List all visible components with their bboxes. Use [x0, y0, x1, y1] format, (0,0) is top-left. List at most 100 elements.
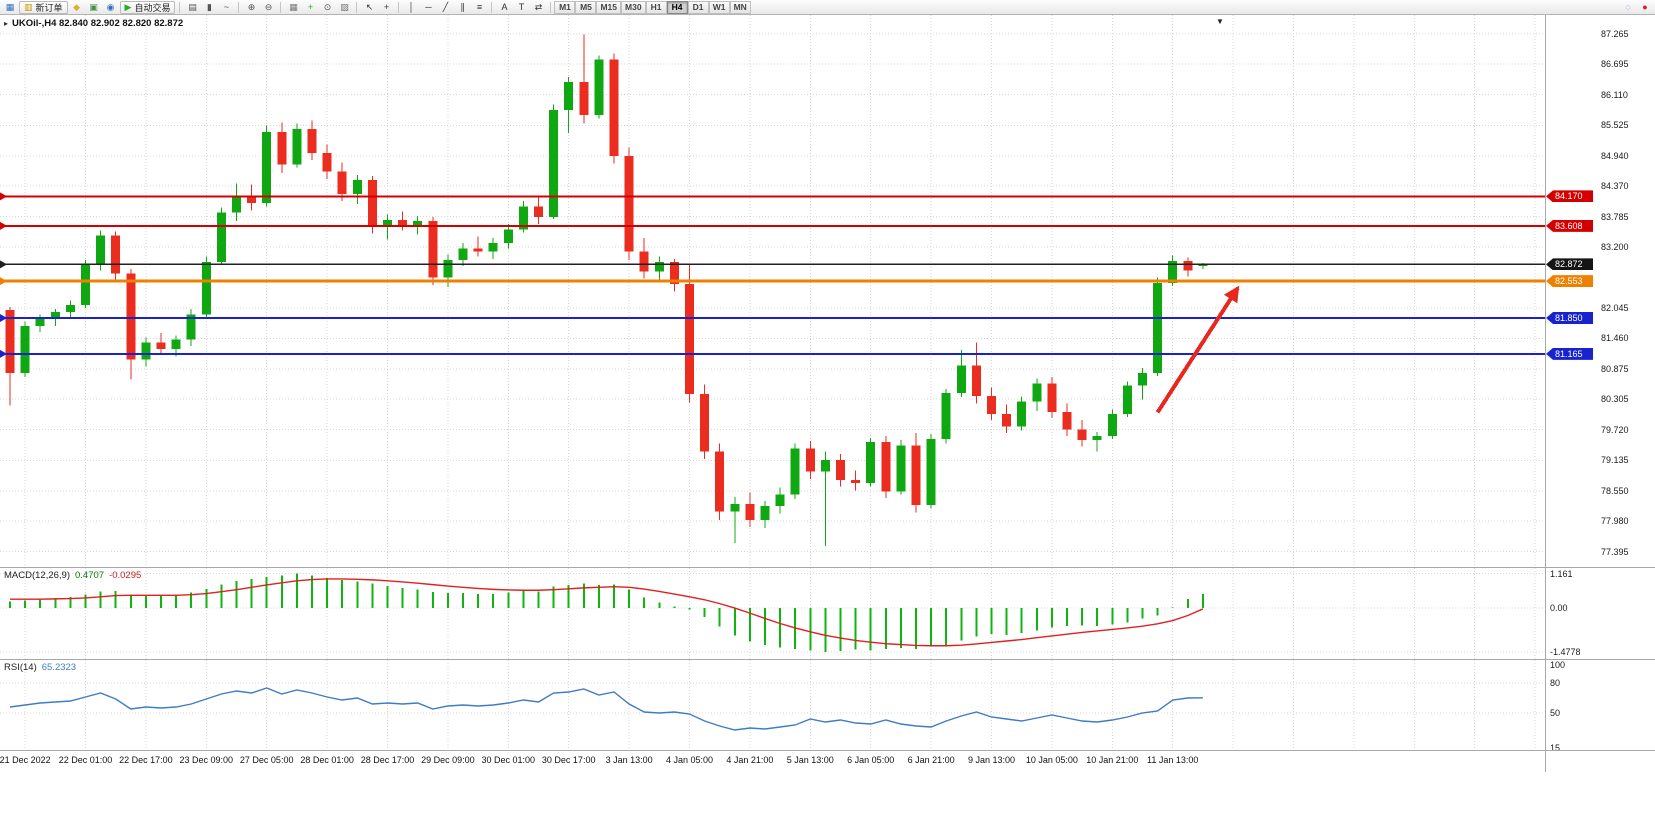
toolbar-separator: [398, 1, 400, 13]
channel-icon[interactable]: ∥: [460, 1, 465, 12]
candle: [171, 335, 181, 357]
zoom-out-icon[interactable]: ⊖: [264, 1, 273, 12]
candle: [700, 384, 710, 460]
price-badge-current-price: 82.872: [1546, 258, 1593, 271]
vertical-line-icon[interactable]: │: [408, 1, 415, 12]
timeframe-button-m5[interactable]: M5: [575, 0, 597, 14]
candle: [488, 237, 498, 259]
candle: [820, 451, 830, 547]
price-axis-label: 77.395: [1601, 546, 1629, 557]
price-axis-label: 79.720: [1601, 424, 1629, 435]
horizontal-line-pivot-orange[interactable]: [0, 277, 1545, 286]
candle: [866, 438, 876, 487]
bar-chart-icon[interactable]: ▤: [188, 1, 197, 12]
record-icon[interactable]: ●: [1642, 1, 1648, 12]
macd-label: MACD(12,26,9): [4, 570, 70, 581]
market-watch-icon[interactable]: ▣: [89, 1, 98, 12]
new-order-button[interactable]: ▥ 新订单: [19, 0, 68, 14]
candlestick-icon[interactable]: ▮: [206, 1, 212, 12]
candle: [232, 183, 241, 222]
trend-arrow[interactable]: [1155, 285, 1240, 414]
price-axis-label: 77.980: [1601, 515, 1629, 526]
grid-icon[interactable]: ▦: [289, 1, 298, 12]
candle: [398, 211, 408, 231]
fibonacci-icon[interactable]: ≡: [476, 1, 483, 12]
text-icon[interactable]: A: [501, 1, 508, 12]
crosshair-icon[interactable]: +: [383, 1, 390, 12]
candle: [111, 231, 121, 281]
timeframe-button-h4[interactable]: H4: [666, 0, 688, 14]
navigator-icon[interactable]: ◉: [106, 1, 115, 12]
rsi-chart[interactable]: [0, 660, 1545, 751]
autotrading-button[interactable]: ▶ 自动交易: [119, 0, 176, 14]
price-chart[interactable]: [0, 15, 1545, 567]
candle: [624, 147, 634, 260]
timeframe-button-d1[interactable]: D1: [687, 0, 709, 14]
candle: [141, 337, 151, 367]
rsi-axis-label: 50: [1550, 708, 1561, 718]
price-axis-label: 80.305: [1601, 393, 1629, 404]
trendline-icon[interactable]: ╱: [442, 1, 449, 12]
chart-title: ▸ UKOil-,H4 82.840 82.902 82.820 82.872: [4, 18, 183, 29]
price-axis[interactable]: 87.265 86.695 86.110 85.525 84.940 84.370 83.7…: [1545, 15, 1655, 567]
horizontal-line-icon[interactable]: ─: [425, 1, 432, 12]
candle: [1092, 431, 1102, 452]
search-icon[interactable]: ◌: [1625, 1, 1631, 12]
toolbar-separator: [491, 1, 493, 13]
time-axis-label: 30 Dec 01:00: [481, 755, 536, 765]
candle: [20, 321, 30, 378]
arrows-icon[interactable]: ⇄: [534, 1, 543, 12]
macd-chart[interactable]: [0, 568, 1545, 660]
time-axis-label: 4 Jan 05:00: [665, 755, 714, 765]
label-icon[interactable]: T: [518, 1, 525, 12]
time-axis-label: 9 Jan 13:00: [967, 755, 1016, 765]
alerts-icon[interactable]: ◆: [73, 1, 80, 12]
toolbar-separator: [356, 1, 358, 13]
candle: [126, 269, 136, 380]
new-chart-icon[interactable]: ▦: [5, 1, 15, 12]
timeframe-button-w1[interactable]: W1: [708, 0, 730, 14]
candle: [503, 224, 513, 249]
timeframe-button-m30[interactable]: M30: [621, 0, 646, 14]
templates-icon[interactable]: ▨: [340, 1, 349, 12]
periods-icon[interactable]: ⊙: [323, 1, 332, 12]
macd-axis[interactable]: 1.161 0.00 -1.4778: [1545, 568, 1655, 659]
rsi-label: RSI(14): [4, 662, 37, 673]
rsi-axis[interactable]: 100 80 50 15: [1545, 660, 1655, 753]
time-axis-label: 30 Dec 17:00: [541, 755, 596, 765]
horizontal-line-current-price[interactable]: [0, 260, 1545, 269]
price-axis-label: 83.785: [1601, 211, 1629, 222]
horizontal-line-support-2[interactable]: [0, 349, 1545, 358]
timeframe-button-mn[interactable]: MN: [729, 0, 751, 14]
candle: [1122, 381, 1132, 418]
time-axis-label: 3 Jan 13:00: [605, 755, 653, 765]
candle: [534, 196, 543, 225]
horizontal-line-resistance-2[interactable]: [0, 221, 1545, 230]
rsi-line: [9, 687, 1203, 731]
price-axis-label: 87.265: [1601, 29, 1629, 40]
macd-axis-label: 1.161: [1550, 568, 1573, 579]
timeframe-button-m1[interactable]: M1: [554, 0, 576, 14]
macd-signal-line: [10, 578, 1204, 647]
toolbar-separator: [550, 1, 552, 13]
rsi-value: 65.2323: [41, 662, 77, 673]
time-axis[interactable]: 21 Dec 2022 22 Dec 01:00 22 Dec 17:00 23 De…: [0, 750, 1655, 772]
candle: [352, 174, 362, 205]
indicators-icon[interactable]: +: [307, 1, 314, 12]
candle: [549, 104, 559, 219]
quick-trade-toggle-icon[interactable]: ▸: [4, 19, 9, 28]
candle: [956, 349, 966, 398]
zoom-in-icon[interactable]: ⊕: [247, 1, 256, 12]
candle: [81, 259, 90, 309]
timeframe-button-h1[interactable]: H1: [645, 0, 667, 14]
horizontal-line-resistance-1[interactable]: [0, 192, 1545, 201]
cursor-icon[interactable]: ↖: [365, 1, 374, 12]
chart-shift-marker[interactable]: ▼: [1216, 17, 1224, 26]
candle: [1047, 377, 1057, 419]
bottom-space: [0, 772, 1655, 818]
horizontal-line-support-1[interactable]: [0, 313, 1545, 322]
timeframe-button-m15[interactable]: M15: [596, 0, 622, 14]
candle: [216, 207, 226, 266]
line-chart-icon[interactable]: ~: [223, 1, 230, 12]
price-chart-panel: ▸ UKOil-,H4 82.840 82.902 82.820 82.872 …: [0, 15, 1655, 567]
